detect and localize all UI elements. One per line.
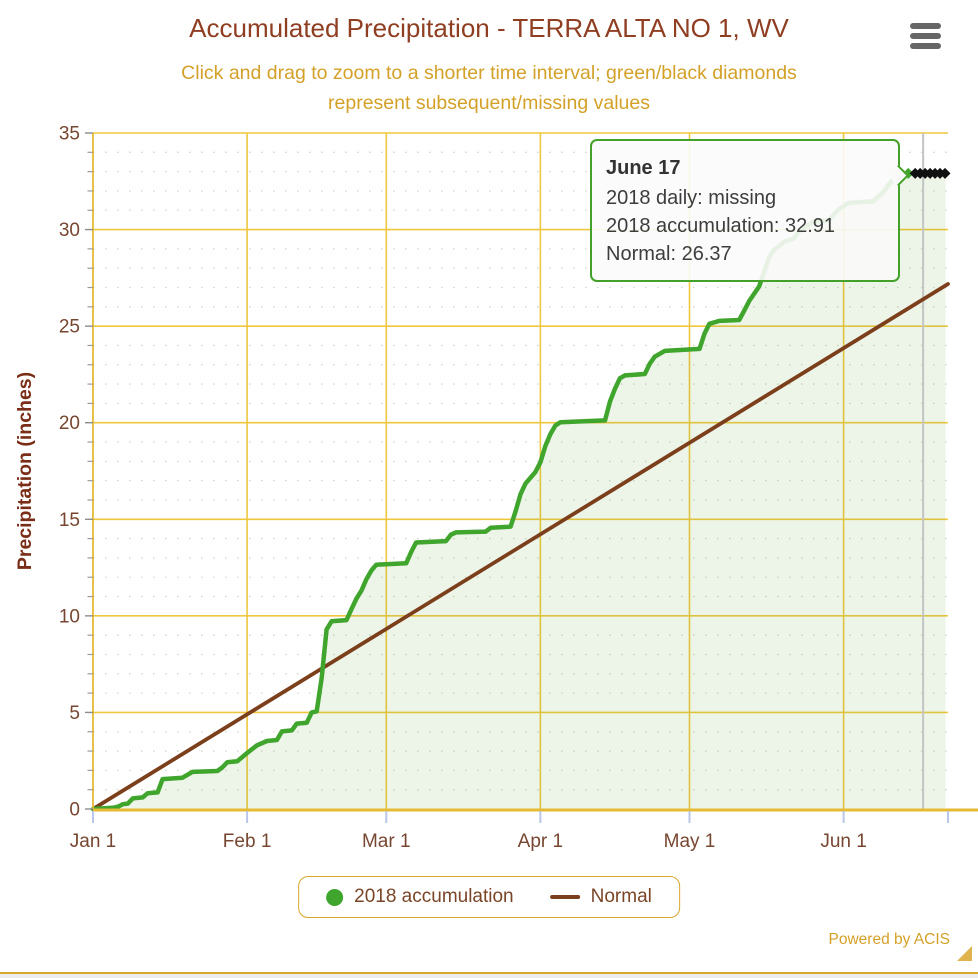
tooltip: June 17 2018 daily: missing 2018 accumul… bbox=[590, 139, 910, 282]
x-tick-label: May 1 bbox=[664, 831, 716, 852]
y-axis-title: Precipitation (inches) bbox=[14, 372, 36, 570]
y-tick-label: 10 bbox=[59, 606, 80, 627]
x-tick-label: Feb 1 bbox=[223, 831, 272, 852]
legend-item-normal[interactable]: Normal bbox=[549, 886, 652, 908]
tooltip-accumulation-line: 2018 accumulation: 32.91 bbox=[606, 215, 836, 237]
hamburger-icon bbox=[910, 43, 941, 49]
tooltip-title: June 17 bbox=[606, 157, 681, 179]
normal-line[interactable] bbox=[91, 282, 950, 811]
x-tick-label: Mar 1 bbox=[362, 831, 411, 852]
y-tick-label: 25 bbox=[59, 317, 80, 338]
legend: 2018 accumulation Normal bbox=[298, 876, 680, 918]
accumulation-area bbox=[93, 173, 946, 809]
menu-button[interactable] bbox=[910, 23, 941, 53]
normal-swatch-icon bbox=[549, 895, 580, 899]
acis-credit-link[interactable]: Powered by ACIS bbox=[828, 931, 950, 948]
chart-subtitle: Click and drag to zoom to a shorter time… bbox=[181, 62, 797, 114]
y-tick-label: 15 bbox=[59, 510, 80, 531]
missing-diamond[interactable] bbox=[939, 167, 951, 179]
resize-handle-icon[interactable] bbox=[957, 946, 972, 961]
accumulation-swatch-icon bbox=[326, 888, 344, 906]
legend-label-accumulation: 2018 accumulation bbox=[354, 886, 514, 907]
y-tick-label: 0 bbox=[69, 800, 80, 821]
bottom-divider bbox=[0, 972, 978, 978]
hamburger-icon bbox=[910, 23, 941, 29]
y-tick-label: 30 bbox=[59, 220, 80, 241]
tooltip-normal-line: Normal: 26.37 bbox=[606, 243, 732, 265]
y-tick-label: 5 bbox=[69, 703, 80, 724]
chart-title: Accumulated Precipitation - TERRA ALTA N… bbox=[189, 13, 789, 43]
hamburger-icon bbox=[910, 33, 941, 39]
y-tick-label: 20 bbox=[59, 413, 80, 434]
tooltip-daily-line: 2018 daily: missing bbox=[606, 187, 777, 209]
legend-item-accumulation[interactable]: 2018 accumulation bbox=[326, 886, 514, 908]
legend-label-normal: Normal bbox=[590, 886, 652, 907]
y-tick-label: 35 bbox=[59, 124, 80, 145]
x-tick-label: Apr 1 bbox=[518, 831, 563, 852]
x-tick-label: Jan 1 bbox=[70, 831, 116, 852]
x-tick-label: Jun 1 bbox=[820, 831, 866, 852]
